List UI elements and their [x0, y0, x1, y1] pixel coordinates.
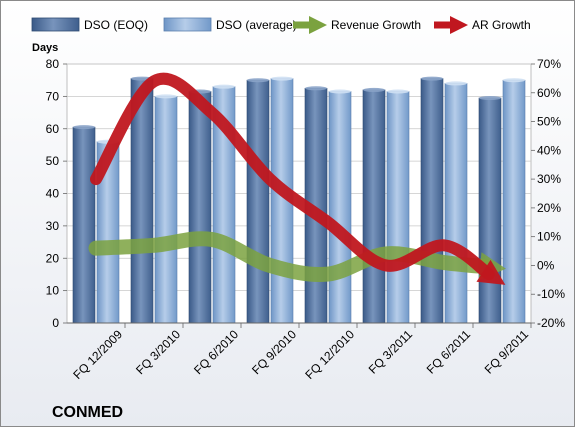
company-name: CONMED — [52, 404, 123, 421]
bar-dso-average-cap — [445, 81, 467, 86]
y-axis-left: 0 10 20 30 40 50 60 70 80 — [46, 57, 67, 330]
ar-growth-line-arrowhead — [476, 259, 506, 285]
y-tick-label-left: 70 — [46, 89, 60, 103]
bar-dso-eoq-cap — [363, 87, 385, 92]
y-tick-label-left: 80 — [46, 57, 60, 71]
legend-label-revenue-growth: Revenue Growth — [331, 18, 421, 32]
bar-dso-average-cap — [271, 76, 293, 81]
y-tick-label-left: 20 — [46, 251, 60, 265]
legend-item-revenue-growth: Revenue Growth — [293, 16, 421, 34]
x-tick-label: FQ 9/2011 — [482, 327, 532, 377]
y-tick-label-right: 50% — [537, 115, 561, 129]
bar-dso-eoq — [478, 97, 502, 324]
bar-dso-average — [154, 96, 178, 324]
bar-dso-eoq — [72, 126, 96, 324]
bar-dso-eoq — [246, 79, 270, 324]
x-tick-label: FQ 6/2010 — [191, 327, 241, 377]
bar-dso-average-cap — [387, 89, 409, 94]
bar-dso-eoq-cap — [247, 78, 269, 83]
x-tick-label: FQ 9/2010 — [249, 327, 299, 377]
bar-dso-average — [386, 91, 410, 324]
bar-dso-average-cap — [155, 94, 177, 99]
bar-dso-eoq-cap — [421, 76, 443, 81]
bar-dso-eoq — [188, 91, 212, 324]
bar-dso-eoq-cap — [305, 86, 327, 91]
x-tick-label: FQ 3/2010 — [133, 327, 183, 377]
x-tick-label: FQ 12/2010 — [302, 327, 357, 382]
y-tick-label-left: 50 — [46, 154, 60, 168]
bar-dso-average-cap — [503, 78, 525, 83]
bar-dso-average-cap — [329, 89, 351, 94]
bar-dso-eoq — [362, 89, 386, 324]
y-axis-right: -20% -10% 0% 10% 20% 30% 40% 50% 60% 70% — [531, 57, 565, 330]
y-tick-label-left: 10 — [46, 284, 60, 298]
y-tick-label-right: 70% — [537, 57, 561, 71]
bar-dso-average — [328, 91, 352, 324]
y-tick-label-left: 30 — [46, 219, 60, 233]
legend-label-dso-average: DSO (average) — [216, 18, 297, 32]
bar-dso-eoq — [420, 78, 444, 324]
ar-growth-line — [90, 72, 495, 281]
y-tick-label-right: -10% — [537, 287, 565, 301]
legend-item-ar-growth: AR Growth — [434, 16, 531, 34]
y-tick-label-left: 40 — [46, 187, 60, 201]
y-tick-label-left: 0 — [52, 316, 59, 330]
y-axis-left-title: Days — [32, 42, 58, 54]
legend-item-dso-eoq: DSO (EOQ) — [31, 17, 148, 32]
bar-dso-eoq-cap — [479, 95, 501, 100]
legend-label-ar-growth: AR Growth — [472, 18, 531, 32]
bar-dso-eoq-cap — [73, 125, 95, 130]
revenue-growth-line — [88, 231, 494, 282]
x-tick-label: FQ 12/2009 — [70, 327, 125, 382]
bar-dso-average — [444, 83, 468, 324]
y-tick-label-right: 40% — [537, 143, 561, 157]
x-axis: FQ 12/2009 FQ 3/2010 FQ 6/2010 FQ 9/2010 FQ … — [67, 322, 532, 382]
y-tick-label-right: -20% — [537, 316, 565, 330]
bar-dso-average-cap — [213, 84, 235, 89]
y-tick-label-right: 10% — [537, 230, 561, 244]
legend-swatch-dso-eoq — [31, 17, 80, 32]
legend-arrow-ar-growth — [450, 16, 468, 34]
growth-lines — [88, 72, 506, 285]
y-tick-label-right: 30% — [537, 172, 561, 186]
y-tick-label-right: 0% — [537, 258, 555, 272]
bar-dso-average — [502, 79, 526, 324]
legend: DSO (EOQ) DSO (average) Revenue Growth A… — [31, 16, 531, 34]
legend-label-dso-eoq: DSO (EOQ) — [84, 18, 148, 32]
legend-arrow-revenue-growth — [309, 16, 327, 34]
x-tick-label: FQ 6/2011 — [424, 327, 474, 377]
x-tick-label: FQ 3/2011 — [366, 327, 416, 377]
legend-swatch-dso-average — [163, 17, 212, 32]
y-tick-label-right: 60% — [537, 86, 561, 100]
y-tick-label-left: 60 — [46, 122, 60, 136]
legend-item-dso-average: DSO (average) — [163, 17, 297, 32]
y-tick-label-right: 20% — [537, 201, 561, 215]
